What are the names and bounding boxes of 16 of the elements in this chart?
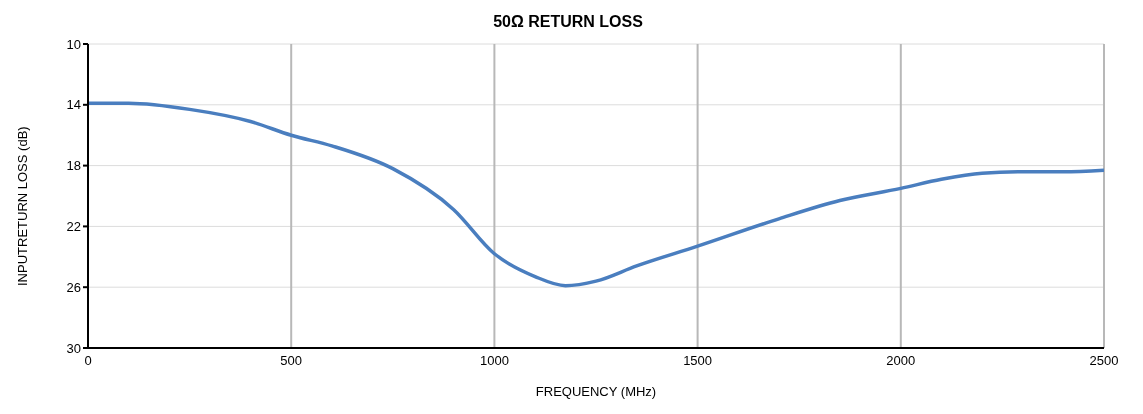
y-tick-label: 26 [66,279,81,295]
x-tick-label: 2500 [1089,353,1119,369]
x-tick-label: 1500 [683,353,713,369]
chart-title: 50Ω RETURN LOSS [492,12,644,32]
x-axis-title: FREQUENCY (MHz) [535,384,657,399]
x-tick-label: 0 [84,353,92,369]
y-axis-title: INPUTRETURN LOSS (dB) [14,126,30,286]
y-tick-label: 30 [66,340,81,356]
y-tick-label: 10 [66,36,81,52]
x-tick-label: 2000 [886,353,916,369]
x-tick-label: 500 [280,353,303,369]
y-tick-label: 18 [66,158,81,174]
y-tick-label: 14 [66,97,81,113]
line-series [88,101,1104,288]
x-tick-label: 1000 [479,353,509,369]
y-tick-label: 22 [66,219,81,235]
